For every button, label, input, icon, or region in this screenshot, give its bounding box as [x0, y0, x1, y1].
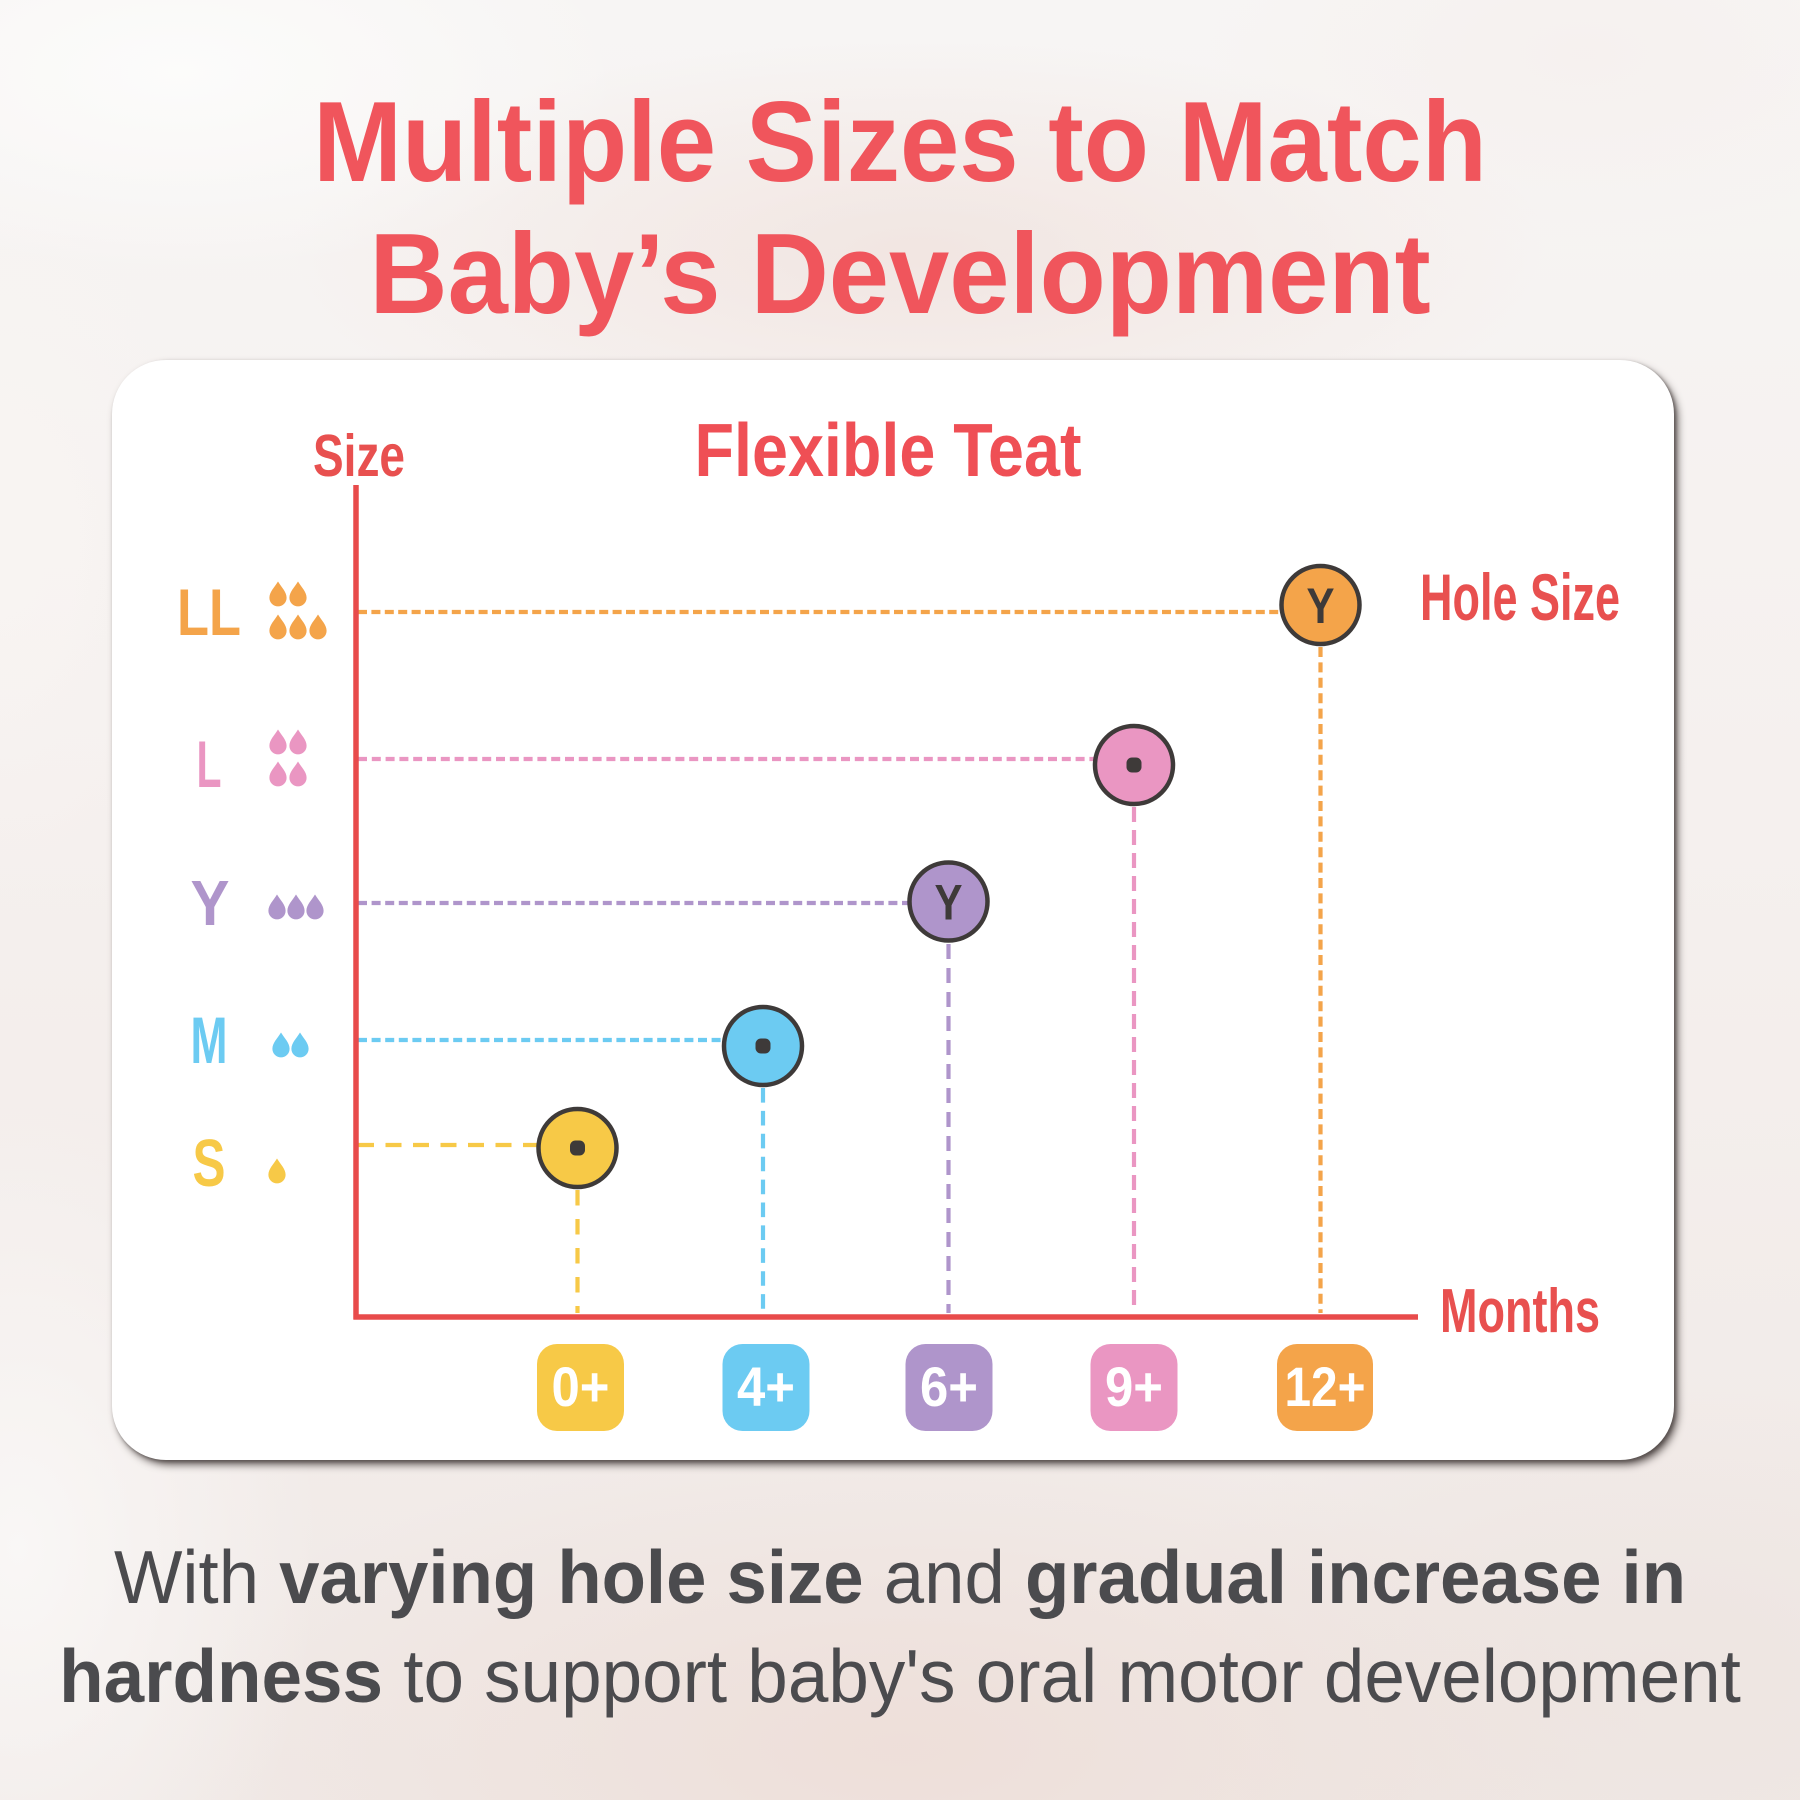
- svg-text:Flexible Teat: Flexible Teat: [695, 408, 1082, 492]
- svg-text:LL: LL: [177, 575, 241, 649]
- svg-text:Hole Size: Hole Size: [1420, 560, 1620, 634]
- svg-text:M: M: [191, 1003, 228, 1077]
- svg-text:6+: 6+: [920, 1355, 978, 1418]
- svg-text:9+: 9+: [1105, 1355, 1163, 1418]
- svg-text:Y: Y: [191, 867, 230, 939]
- svg-text:Y: Y: [1307, 578, 1335, 634]
- svg-text:Y: Y: [935, 875, 963, 931]
- svg-text:Size: Size: [313, 423, 405, 489]
- svg-text:Months: Months: [1440, 1277, 1600, 1346]
- svg-text:S: S: [193, 1126, 226, 1201]
- svg-text:4+: 4+: [737, 1355, 795, 1418]
- svg-text:L: L: [197, 727, 222, 801]
- svg-text:12+: 12+: [1285, 1355, 1366, 1418]
- svg-text:0+: 0+: [552, 1355, 610, 1418]
